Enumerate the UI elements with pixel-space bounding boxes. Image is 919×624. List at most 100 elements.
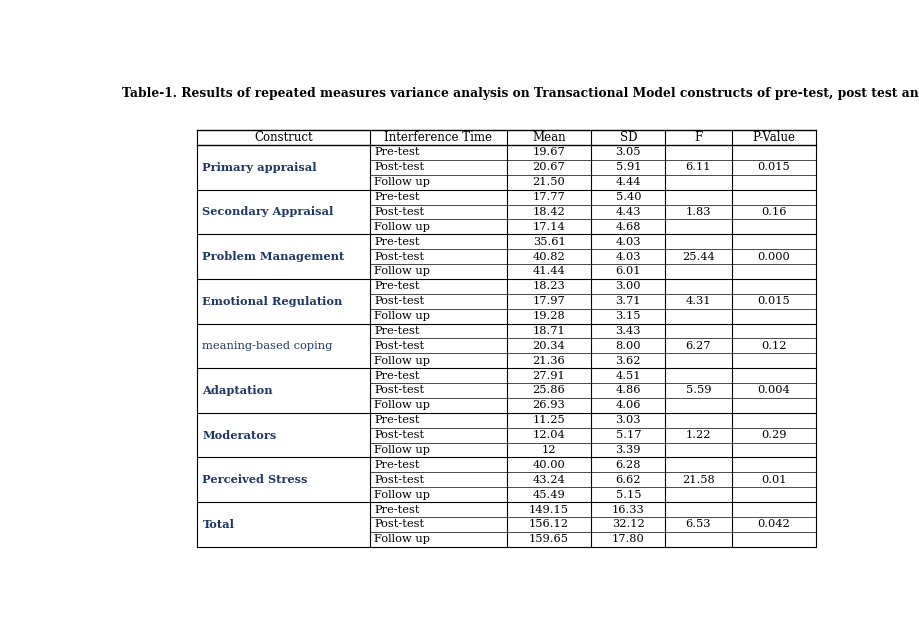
- Text: 3.39: 3.39: [616, 445, 641, 455]
- Text: 4.03: 4.03: [616, 251, 641, 261]
- Text: Post-test: Post-test: [374, 386, 425, 396]
- Text: 17.77: 17.77: [533, 192, 565, 202]
- Text: Adaptation: Adaptation: [202, 385, 273, 396]
- Text: 16.33: 16.33: [612, 505, 645, 515]
- Text: 41.44: 41.44: [533, 266, 565, 276]
- Text: 4.31: 4.31: [686, 296, 711, 306]
- Text: 5.17: 5.17: [616, 430, 641, 440]
- Text: 0.015: 0.015: [757, 162, 790, 172]
- Text: 17.14: 17.14: [533, 222, 565, 232]
- Text: 12.04: 12.04: [533, 430, 565, 440]
- Text: 20.67: 20.67: [533, 162, 565, 172]
- Text: 4.44: 4.44: [616, 177, 641, 187]
- Text: 11.25: 11.25: [533, 415, 565, 425]
- Text: 43.24: 43.24: [533, 475, 565, 485]
- Text: Post-test: Post-test: [374, 341, 425, 351]
- Text: Post-test: Post-test: [374, 162, 425, 172]
- Text: 4.68: 4.68: [616, 222, 641, 232]
- Text: Pre-test: Pre-test: [374, 415, 420, 425]
- Text: 40.82: 40.82: [533, 251, 565, 261]
- Text: Post-test: Post-test: [374, 475, 425, 485]
- Text: Pre-test: Pre-test: [374, 460, 420, 470]
- Text: 26.93: 26.93: [533, 401, 565, 411]
- Text: Follow up: Follow up: [374, 490, 430, 500]
- Text: 5.91: 5.91: [616, 162, 641, 172]
- Text: 25.44: 25.44: [682, 251, 715, 261]
- Text: 3.00: 3.00: [616, 281, 641, 291]
- Text: 32.12: 32.12: [612, 519, 645, 529]
- Text: 0.29: 0.29: [761, 430, 787, 440]
- Text: Total: Total: [202, 519, 234, 530]
- Text: Follow up: Follow up: [374, 534, 430, 544]
- Text: 35.61: 35.61: [533, 236, 565, 246]
- Text: 156.12: 156.12: [529, 519, 569, 529]
- Text: 19.67: 19.67: [533, 147, 565, 157]
- Text: Pre-test: Pre-test: [374, 505, 420, 515]
- Text: 45.49: 45.49: [533, 490, 565, 500]
- Text: 3.03: 3.03: [616, 415, 641, 425]
- Text: 0.16: 0.16: [761, 207, 787, 217]
- Text: 159.65: 159.65: [529, 534, 569, 544]
- Text: 40.00: 40.00: [533, 460, 565, 470]
- Text: Follow up: Follow up: [374, 177, 430, 187]
- Text: 18.23: 18.23: [533, 281, 565, 291]
- Text: 6.28: 6.28: [616, 460, 641, 470]
- Text: Emotional Regulation: Emotional Regulation: [202, 296, 343, 307]
- Text: Follow up: Follow up: [374, 356, 430, 366]
- Text: P-Value: P-Value: [753, 131, 796, 144]
- Text: Post-test: Post-test: [374, 430, 425, 440]
- Text: Pre-test: Pre-test: [374, 281, 420, 291]
- Text: SD: SD: [619, 131, 637, 144]
- Text: 6.27: 6.27: [686, 341, 711, 351]
- Text: Follow up: Follow up: [374, 311, 430, 321]
- Text: 4.43: 4.43: [616, 207, 641, 217]
- Text: 0.12: 0.12: [761, 341, 787, 351]
- Text: 3.43: 3.43: [616, 326, 641, 336]
- Text: Construct: Construct: [255, 131, 312, 144]
- Text: Post-test: Post-test: [374, 251, 425, 261]
- Text: 5.15: 5.15: [616, 490, 641, 500]
- Text: 5.59: 5.59: [686, 386, 711, 396]
- Text: 3.62: 3.62: [616, 356, 641, 366]
- Text: 21.36: 21.36: [533, 356, 565, 366]
- Text: 1.22: 1.22: [686, 430, 711, 440]
- Text: 27.91: 27.91: [533, 371, 565, 381]
- Text: 21.58: 21.58: [682, 475, 715, 485]
- Text: Follow up: Follow up: [374, 445, 430, 455]
- Text: 3.15: 3.15: [616, 311, 641, 321]
- Text: Pre-test: Pre-test: [374, 371, 420, 381]
- Text: 12: 12: [542, 445, 556, 455]
- Text: 6.62: 6.62: [616, 475, 641, 485]
- Text: 0.01: 0.01: [761, 475, 787, 485]
- Text: Mean: Mean: [532, 131, 566, 144]
- Text: 3.71: 3.71: [616, 296, 641, 306]
- Text: 4.03: 4.03: [616, 236, 641, 246]
- Text: 0.015: 0.015: [757, 296, 790, 306]
- Text: Perceived Stress: Perceived Stress: [202, 474, 308, 485]
- Text: 17.80: 17.80: [612, 534, 645, 544]
- Text: Pre-test: Pre-test: [374, 236, 420, 246]
- Text: 6.53: 6.53: [686, 519, 711, 529]
- Text: 8.00: 8.00: [616, 341, 641, 351]
- Text: 18.42: 18.42: [533, 207, 565, 217]
- Text: Follow up: Follow up: [374, 401, 430, 411]
- Text: Pre-test: Pre-test: [374, 192, 420, 202]
- Text: 0.004: 0.004: [757, 386, 790, 396]
- Text: Post-test: Post-test: [374, 296, 425, 306]
- Text: 6.01: 6.01: [616, 266, 641, 276]
- Text: 0.042: 0.042: [757, 519, 790, 529]
- Text: 149.15: 149.15: [529, 505, 569, 515]
- Text: 1.83: 1.83: [686, 207, 711, 217]
- Text: Primary appraisal: Primary appraisal: [202, 162, 317, 173]
- Text: Post-test: Post-test: [374, 207, 425, 217]
- Text: Interference Time: Interference Time: [384, 131, 493, 144]
- Text: Secondary Appraisal: Secondary Appraisal: [202, 207, 334, 217]
- Text: 21.50: 21.50: [533, 177, 565, 187]
- Text: 18.71: 18.71: [533, 326, 565, 336]
- Text: Post-test: Post-test: [374, 519, 425, 529]
- Text: Pre-test: Pre-test: [374, 326, 420, 336]
- Text: 5.40: 5.40: [616, 192, 641, 202]
- Text: 0.000: 0.000: [757, 251, 790, 261]
- Text: 25.86: 25.86: [533, 386, 565, 396]
- Text: meaning-based coping: meaning-based coping: [202, 341, 333, 351]
